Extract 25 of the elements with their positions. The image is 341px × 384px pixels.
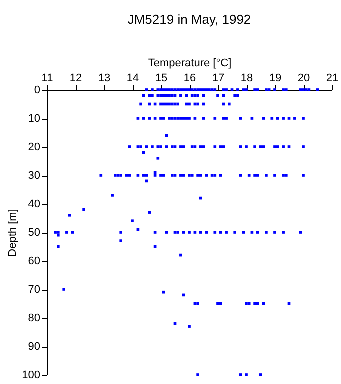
y-tick-label: 10: [28, 113, 40, 125]
y-tick-label: 20: [28, 142, 40, 154]
x-axis-title: Temperature [°C]: [148, 58, 232, 70]
x-tick-label: 17: [212, 72, 225, 84]
x-tick-label: 20: [298, 72, 310, 84]
x-tick-label: 15: [155, 72, 168, 84]
x-tick-label: 18: [240, 72, 254, 84]
x-tick-label: 19: [269, 72, 282, 84]
x-tick-label: 21: [326, 72, 339, 84]
y-tick-label: 100: [22, 370, 40, 382]
y-tick-label: 30: [28, 170, 40, 182]
chart-title: JM5219 in May, 1992: [128, 12, 252, 27]
y-tick-label: 40: [28, 198, 40, 210]
x-tick-label: 12: [70, 72, 82, 84]
x-tick-label: 11: [42, 72, 54, 84]
y-tick-label: 50: [28, 227, 40, 239]
y-tick-label: 0: [34, 84, 40, 96]
y-tick-label: 80: [28, 312, 40, 324]
x-tick-label: 16: [184, 72, 196, 84]
y-axis-title: Depth [m]: [7, 209, 20, 257]
x-tick-label: 14: [126, 72, 140, 84]
y-tick-label: 60: [28, 256, 40, 268]
x-tick-label: 13: [98, 72, 111, 84]
y-tick-label: 70: [28, 284, 40, 296]
y-tick-label: 90: [28, 341, 40, 353]
